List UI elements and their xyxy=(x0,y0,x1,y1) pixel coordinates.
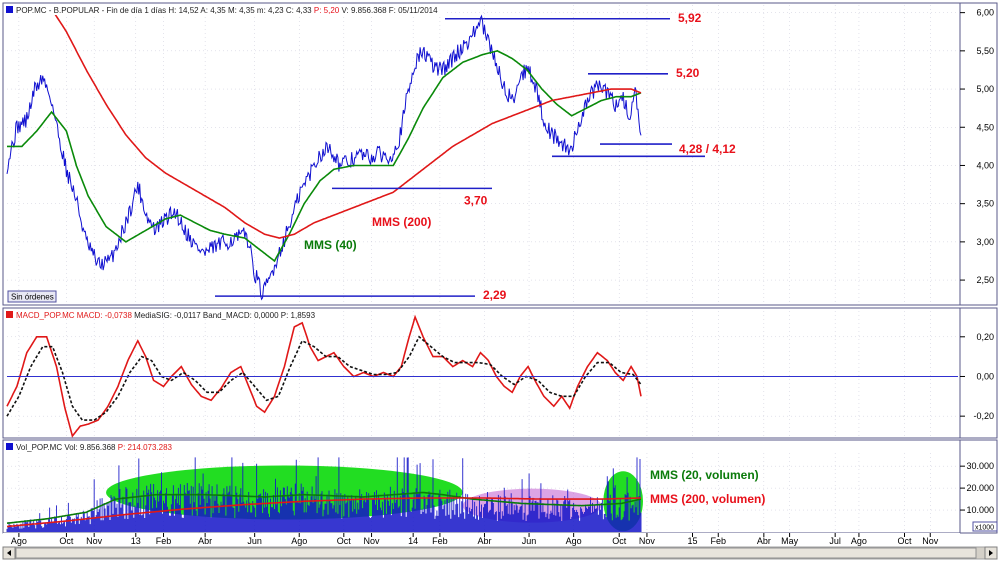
level-lines: 5,92 5,20 4,28 / 4,12 3,70 2,29 xyxy=(7,11,958,377)
macd-series-mediasig xyxy=(6,335,642,421)
x-axis-label: Oct xyxy=(59,536,74,546)
volume-tick-label: 20.000 xyxy=(966,483,994,493)
level-label: 2,29 xyxy=(483,288,507,302)
x-axis-label: 13 xyxy=(131,536,141,546)
x-axis-label: Abr xyxy=(757,536,771,546)
price-tick-label: 4,50 xyxy=(976,122,994,132)
x-axis-label: Jun xyxy=(247,536,262,546)
price-tick-label: 5,00 xyxy=(976,84,994,94)
macd-axis-strip xyxy=(959,307,998,439)
sin-ordenes-badge[interactable]: Sin órdenes xyxy=(7,290,57,303)
x-axis-label: Ago xyxy=(566,536,582,546)
volume-header: Vol_POP.MC Vol: 9.856.368 P: 214.073.283 xyxy=(6,443,173,452)
x-axis-label: 14 xyxy=(408,536,418,546)
price-series-mms-40 xyxy=(7,49,642,263)
sin-ordenes-box[interactable] xyxy=(7,290,57,303)
macd-panel-frame xyxy=(2,307,961,439)
price-tick-label: 3,00 xyxy=(976,237,994,247)
mms40-annotation: MMS (40) xyxy=(304,238,357,252)
x-axis-label: Ago xyxy=(851,536,867,546)
volume-series-mms-20-volumen xyxy=(6,491,642,524)
price-header: POP.MC - B.POPULAR - Fin de día 1 días H… xyxy=(4,4,444,15)
x-axis-label: Nov xyxy=(364,536,381,546)
x-axis-label: Ago xyxy=(291,536,307,546)
macd-series-macd xyxy=(6,314,642,438)
x-axis-label: Abr xyxy=(477,536,491,546)
axis-ticks: 6,00 5,50 5,00 4,50 4,00 3,50 3,00 2,50 0,20 0,00… xyxy=(960,8,994,515)
price-header-swatch xyxy=(6,6,13,13)
volume-tick-label: 10.000 xyxy=(966,505,994,515)
x-axis-strip xyxy=(3,533,960,546)
vol-mms20-annotation: MMS (20, volumen) xyxy=(650,468,759,482)
x-axis-label: Nov xyxy=(922,536,939,546)
level-label: 5,92 xyxy=(678,11,702,25)
macd-header-swatch xyxy=(6,311,13,318)
x-axis-label: Feb xyxy=(156,536,172,546)
price-panel-frame xyxy=(2,2,961,306)
price-header-text: POP.MC - B.POPULAR - Fin de día 1 días H… xyxy=(16,6,438,15)
x-axis-label: May xyxy=(781,536,799,546)
x-axis-label: Jul xyxy=(829,536,841,546)
sin-ordenes-text: Sin órdenes xyxy=(11,293,54,302)
x-axis-label: Nov xyxy=(639,536,656,546)
scroll-right-arrow-icon xyxy=(989,550,993,556)
macd-tick-label: 0,20 xyxy=(976,332,994,342)
x-axis-label: Oct xyxy=(897,536,912,546)
mms200-annotation: MMS (200) xyxy=(372,215,431,229)
x-axis-label: Jun xyxy=(522,536,537,546)
scroll-left-arrow-icon xyxy=(7,550,11,556)
x-axis-label: Oct xyxy=(612,536,627,546)
price-tick-label: 3,50 xyxy=(976,199,994,209)
price-tick-label: 2,50 xyxy=(976,275,994,285)
volume-header-text: Vol_POP.MC Vol: 9.856.368 P: 214.073.283 xyxy=(16,443,173,452)
x-axis-label: Feb xyxy=(432,536,448,546)
macd-header-text: MACD_POP.MC MACD: -0,0738 MediaSIG: -0,0… xyxy=(16,311,316,320)
unit-badge-text: x1000 xyxy=(975,525,994,532)
x-axis-label: Oct xyxy=(337,536,352,546)
volume-series-mms-200-volumen xyxy=(6,497,641,528)
x-axis-label: Ago xyxy=(11,536,27,546)
volume-header-swatch xyxy=(6,443,13,450)
volume-axis-strip xyxy=(959,439,998,534)
price-series-mms-200 xyxy=(46,4,642,239)
price-series-pop-mc xyxy=(6,14,642,301)
volume-tick-label: 30.000 xyxy=(966,461,994,471)
x-axis-label: 15 xyxy=(688,536,698,546)
unit-badge: x1000 xyxy=(972,521,998,532)
horizontal-scrollbar[interactable] xyxy=(2,546,998,560)
price-axis-strip xyxy=(959,2,998,306)
macd-tick-label: 0,00 xyxy=(976,371,994,381)
x-axis-label: Feb xyxy=(711,536,727,546)
vol-mms200-annotation: MMS (200, volumen) xyxy=(650,492,765,506)
level-label: 4,28 / 4,12 xyxy=(679,142,736,156)
grid-layer xyxy=(7,5,958,532)
price-header-bg xyxy=(4,4,444,15)
x-axis-label: Abr xyxy=(198,536,212,546)
scrollbar-thumb[interactable] xyxy=(15,547,977,559)
price-tick-label: 6,00 xyxy=(976,8,994,18)
x-axis-labels: Ago Oct Nov 13 Feb Abr Jun Ago Oct Nov 14 Feb Abr Jun… xyxy=(11,533,939,546)
x-axis-label: Nov xyxy=(86,536,103,546)
series-lines xyxy=(6,4,642,528)
level-label: 3,70 xyxy=(464,193,488,207)
macd-header: MACD_POP.MC MACD: -0,0738 MediaSIG: -0,0… xyxy=(6,311,316,320)
macd-tick-label: -0,20 xyxy=(973,411,994,421)
unit-badge-box xyxy=(972,521,998,532)
price-tick-label: 4,00 xyxy=(976,160,994,170)
price-tick-label: 5,50 xyxy=(976,46,994,56)
level-label: 5,20 xyxy=(676,66,700,80)
